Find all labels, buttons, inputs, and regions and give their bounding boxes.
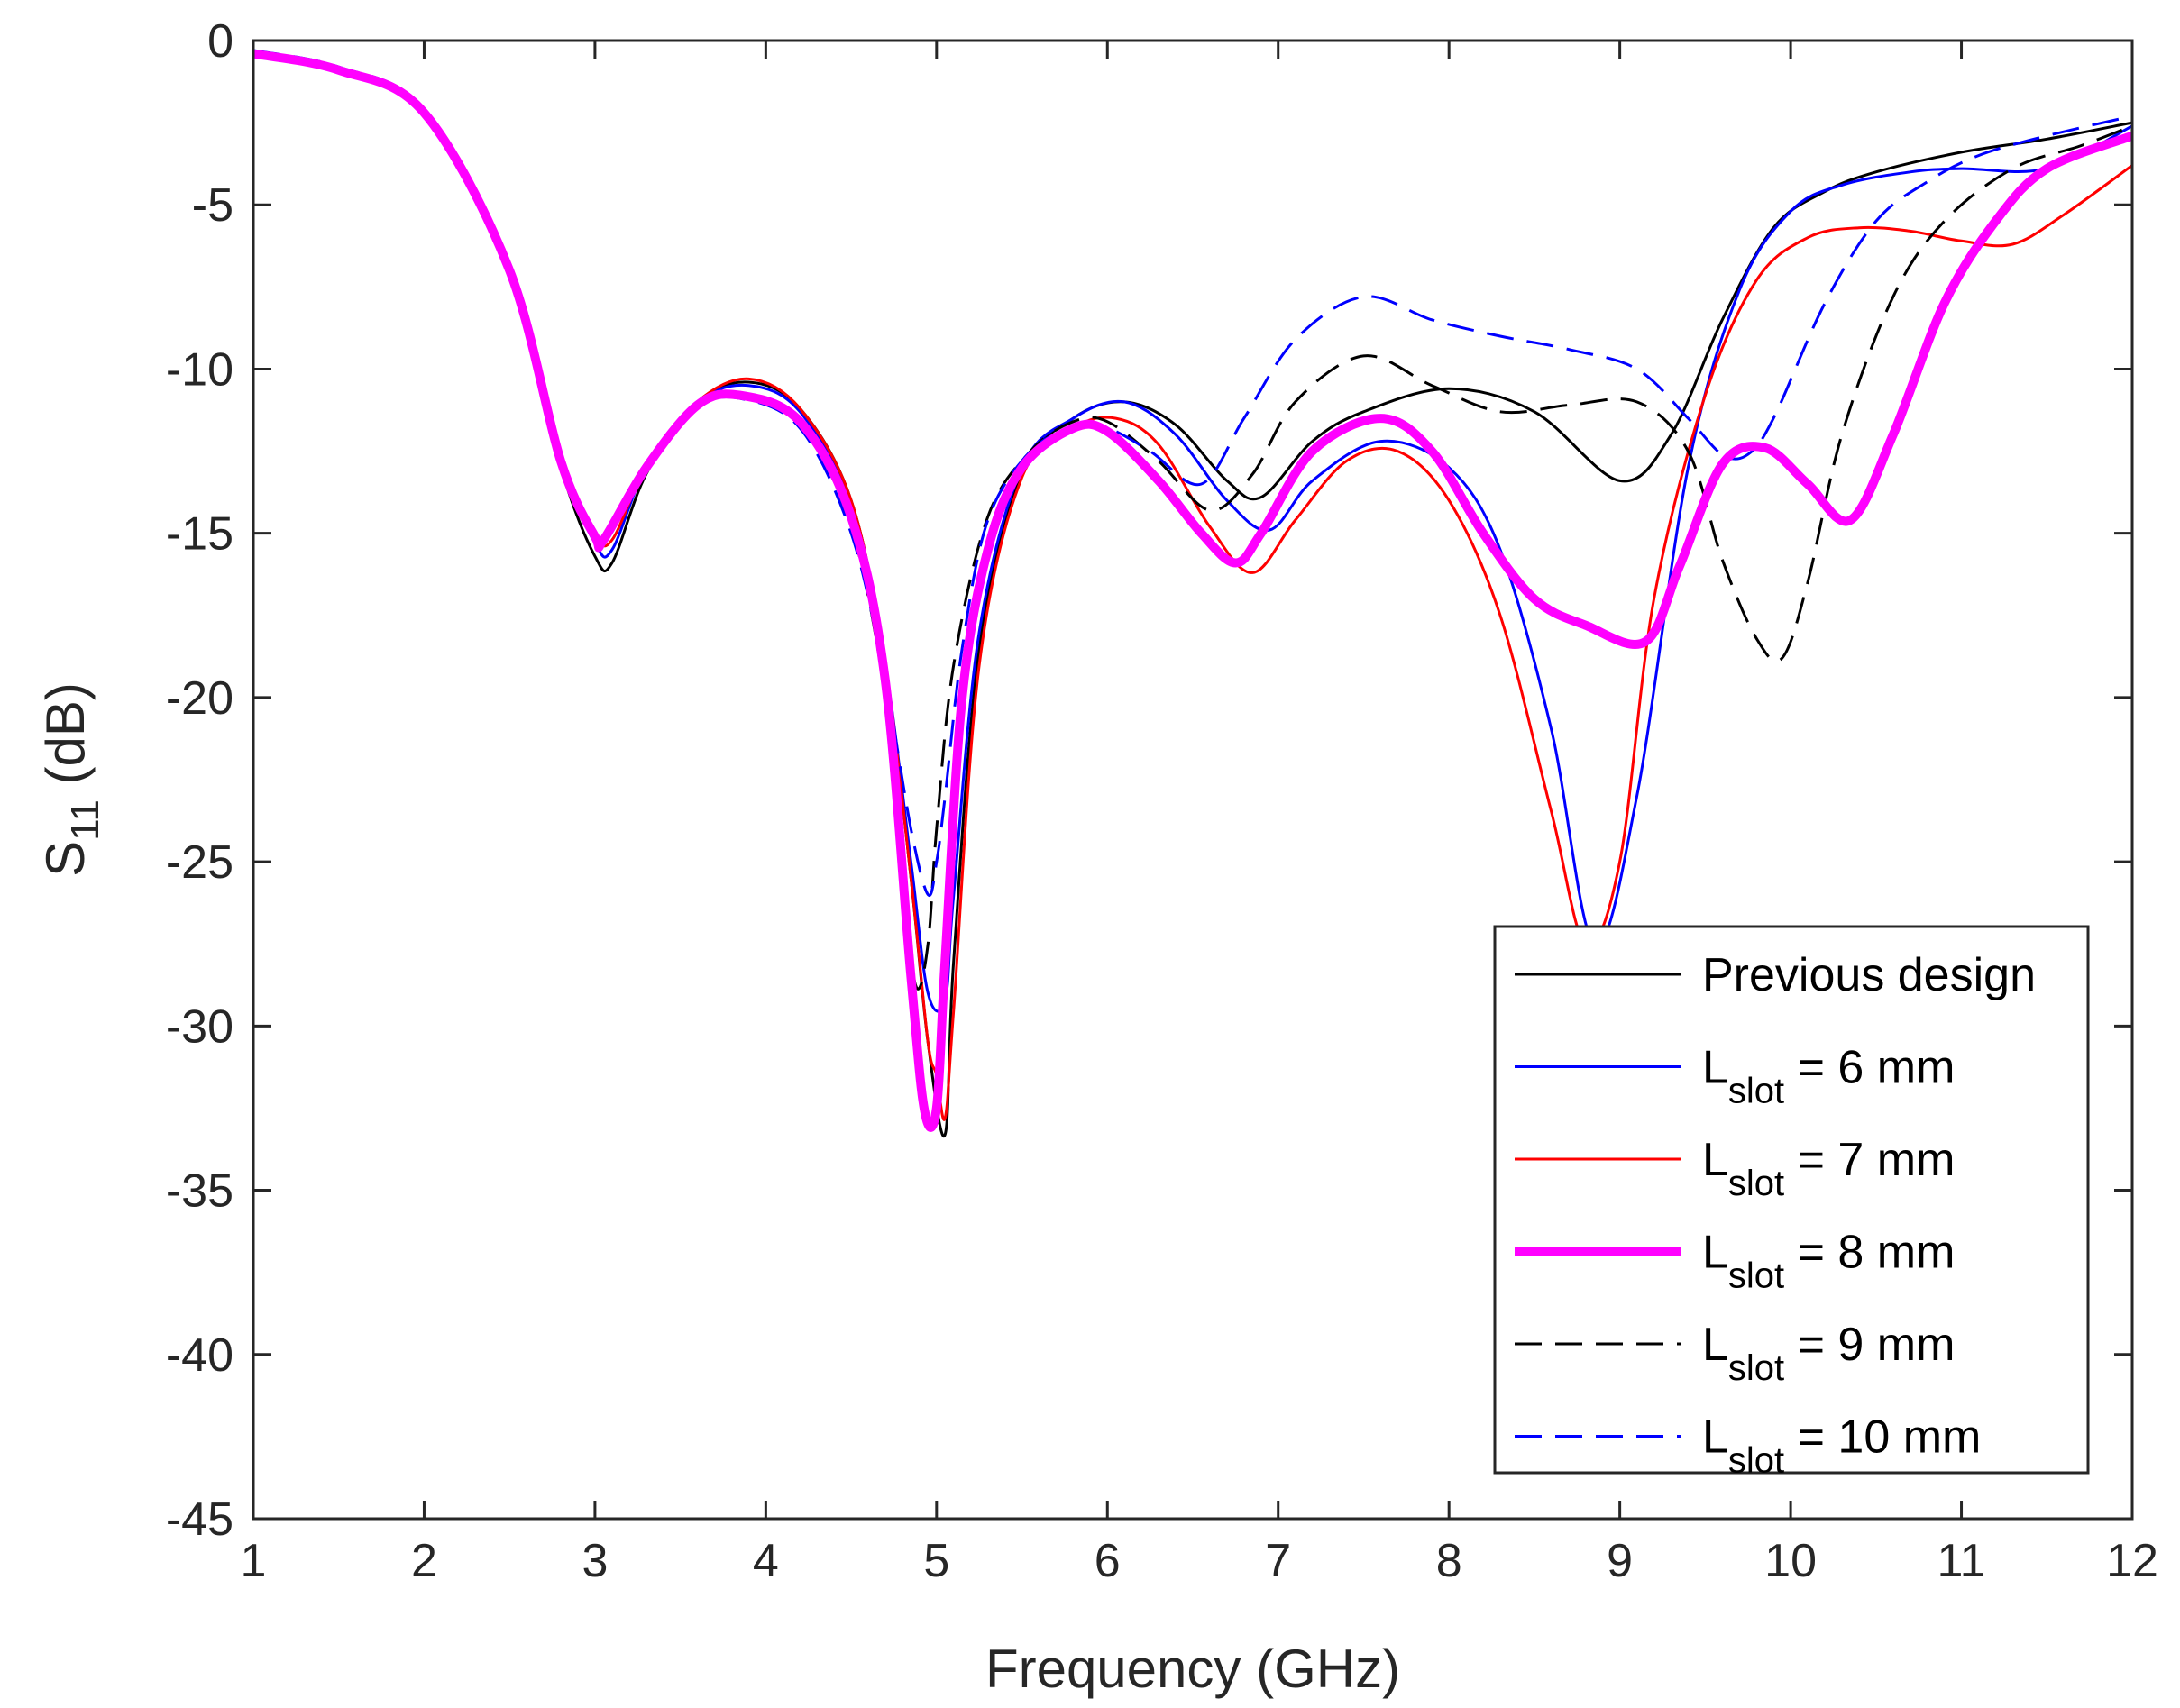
x-tick-label: 5 bbox=[923, 1535, 949, 1587]
x-axis-label: Frequency (GHz) bbox=[985, 1639, 1400, 1699]
y-tick-label: -20 bbox=[166, 672, 234, 725]
legend-box bbox=[1493, 925, 2090, 1475]
legend-label-main: L bbox=[1702, 1134, 1728, 1186]
legend-label-sub: slot bbox=[1728, 1164, 1784, 1203]
legend-label: Lslot = 10 mm bbox=[1702, 1411, 1981, 1481]
legend-label-sub: slot bbox=[1728, 1348, 1784, 1388]
x-tick-label: 7 bbox=[1265, 1535, 1291, 1587]
y-axis-label-main: S bbox=[35, 841, 96, 877]
legend-label-main: L bbox=[1702, 1227, 1728, 1279]
y-axis-label-unit: (dB) bbox=[35, 682, 96, 799]
y-tick-label: -35 bbox=[166, 1165, 234, 1218]
series-group bbox=[253, 49, 2132, 1138]
series-line-3 bbox=[253, 49, 2132, 1132]
legend-label-main: L bbox=[1702, 1042, 1728, 1094]
x-axis-ticks: 1 2 3 4 5 6 7 8 9 10 11 12 bbox=[241, 41, 2158, 1587]
y-tick-label: -10 bbox=[166, 343, 234, 396]
x-tick-label: 1 bbox=[241, 1535, 267, 1587]
x-tick-label: 8 bbox=[1436, 1535, 1462, 1587]
y-tick-label: -5 bbox=[192, 179, 234, 232]
x-tick-label: 12 bbox=[2106, 1535, 2158, 1587]
plot-frame bbox=[252, 39, 2134, 1521]
x-tick-label: 2 bbox=[411, 1535, 437, 1587]
y-tick-label: -25 bbox=[166, 836, 234, 889]
y-axis-label-sub: 11 bbox=[63, 799, 107, 841]
y-axis-ticks: 0 -5 -10 -15 -20 -25 -30 -35 -40 -45 bbox=[166, 15, 2132, 1546]
x-tick-label: 9 bbox=[1607, 1535, 1633, 1587]
x-tick-label: 6 bbox=[1095, 1535, 1121, 1587]
legend-label-rest: = 9 mm bbox=[1784, 1319, 1955, 1371]
y-tick-label: -15 bbox=[166, 508, 234, 561]
legend-label: Previous design bbox=[1702, 949, 2036, 1001]
y-tick-label: -45 bbox=[166, 1493, 234, 1546]
series-line-0 bbox=[253, 52, 2132, 1138]
legend-label-rest: = 7 mm bbox=[1784, 1134, 1955, 1186]
y-tick-label: -30 bbox=[166, 1000, 234, 1053]
legend-label-main: Previous design bbox=[1702, 949, 2036, 1001]
x-tick-label: 3 bbox=[582, 1535, 608, 1587]
legend-label-rest: = 8 mm bbox=[1784, 1227, 1955, 1279]
y-tick-label: 0 bbox=[207, 15, 234, 68]
x-tick-label: 10 bbox=[1764, 1535, 1817, 1587]
x-tick-label: 4 bbox=[753, 1535, 779, 1587]
legend-label: Lslot = 8 mm bbox=[1702, 1227, 1955, 1296]
series-line-4 bbox=[253, 52, 2132, 991]
legend-label: Lslot = 7 mm bbox=[1702, 1134, 1955, 1203]
legend-label-sub: slot bbox=[1728, 1072, 1784, 1111]
x-tick-label: 11 bbox=[1937, 1535, 1986, 1587]
legend-label-sub: slot bbox=[1728, 1256, 1784, 1296]
legend-label-main: L bbox=[1702, 1411, 1728, 1464]
legend-label-rest: = 6 mm bbox=[1784, 1042, 1955, 1094]
y-axis-label: S11 (dB) bbox=[35, 682, 107, 877]
legend-label-main: L bbox=[1702, 1319, 1728, 1371]
y-tick-label: -40 bbox=[166, 1329, 234, 1382]
legend-label: Lslot = 6 mm bbox=[1702, 1042, 1955, 1111]
legend-label: Lslot = 9 mm bbox=[1702, 1319, 1955, 1388]
legend-label-rest: = 10 mm bbox=[1784, 1411, 1981, 1464]
legend-label-sub: slot bbox=[1728, 1441, 1784, 1481]
